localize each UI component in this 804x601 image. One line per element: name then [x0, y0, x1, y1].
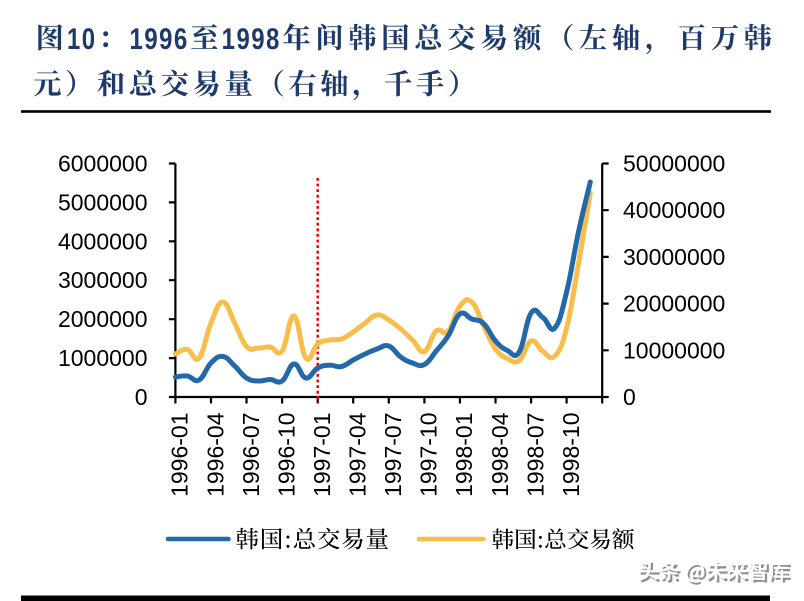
svg-text:1998-07: 1998-07	[522, 413, 548, 497]
svg-text:20000000: 20000000	[623, 291, 725, 317]
svg-text:1996-04: 1996-04	[202, 412, 228, 497]
svg-text:40000000: 40000000	[623, 197, 725, 223]
svg-text:30000000: 30000000	[623, 244, 725, 270]
svg-text:4000000: 4000000	[58, 228, 148, 254]
svg-text:0: 0	[135, 384, 148, 410]
svg-text:1997-01: 1997-01	[309, 413, 335, 497]
svg-text:1997-07: 1997-07	[380, 413, 406, 497]
svg-text:1998-01: 1998-01	[451, 413, 477, 497]
svg-text:1998-10: 1998-10	[558, 413, 584, 497]
svg-text:1000000: 1000000	[58, 345, 148, 371]
svg-text:1996-01: 1996-01	[167, 413, 193, 497]
svg-text:1997-04: 1997-04	[345, 412, 371, 497]
svg-text:2000000: 2000000	[58, 306, 148, 332]
svg-text:1997-10: 1997-10	[416, 413, 442, 497]
svg-text:1998-04: 1998-04	[487, 412, 513, 497]
svg-text:10000000: 10000000	[623, 337, 725, 363]
svg-text:5000000: 5000000	[58, 189, 148, 215]
svg-text:6000000: 6000000	[58, 151, 148, 177]
svg-text:1996-07: 1996-07	[238, 413, 264, 497]
svg-text:3000000: 3000000	[58, 267, 148, 293]
svg-text:1996-10: 1996-10	[273, 413, 299, 497]
svg-text:0: 0	[623, 384, 636, 410]
svg-text:50000000: 50000000	[623, 151, 725, 177]
